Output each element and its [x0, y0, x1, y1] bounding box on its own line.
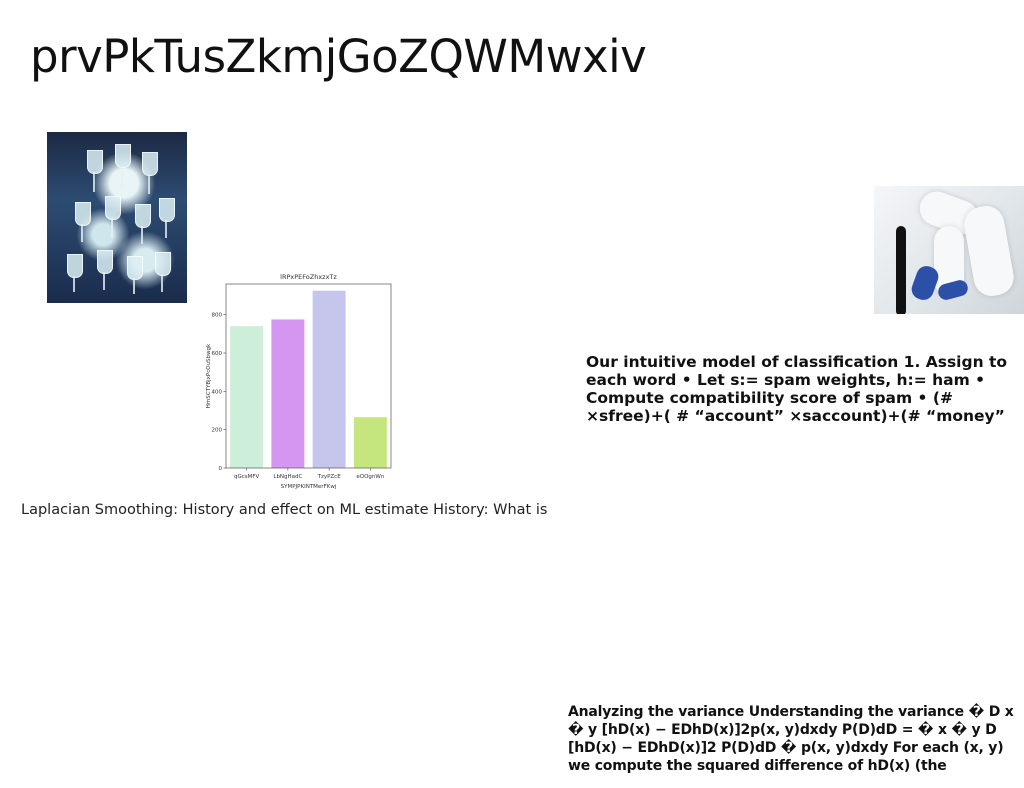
bar-qGcsMFV: [230, 326, 264, 468]
page-title: prvPkTusZkmjGoZQWMwxiv: [30, 30, 647, 83]
bar-chart: qGcsMFV LbNgHadC TzyPZcE eOOgnWn 0 200 400 600 8…: [198, 268, 398, 494]
y-tick-label: 200: [212, 428, 223, 434]
blue-socks-feet-photo: [874, 186, 1024, 314]
y-tick-label: 400: [212, 389, 223, 395]
plot-frame: [225, 283, 392, 469]
caption-laplacian-smoothing: Laplacian Smoothing: History and effect …: [21, 502, 548, 518]
bar-eOOgnWn: [353, 417, 387, 468]
x-tick-label: qGcsMFV: [234, 474, 260, 480]
x-tick-label: LbNgHadC: [273, 474, 302, 480]
bar-TzyPZcE: [312, 290, 346, 468]
bar-chart-svg: qGcsMFV LbNgHadC TzyPZcE eOOgnWn 0 200 400 600 8…: [206, 273, 392, 490]
chart-title: lRPxPEFoZhxzxTz: [280, 273, 337, 281]
paragraph-classification-model: Our intuitive model of classification 1.…: [586, 353, 1008, 425]
x-tick-label: TzyPZcE: [317, 474, 342, 480]
y-axis-label: HmSCTYBjxPcOuSbwgk: [206, 343, 212, 408]
bar-LbNgHadC: [271, 319, 305, 468]
x-axis-label: SYMPJPKINTMerFKwj: [281, 484, 337, 490]
paragraph-variance-analysis: Analyzing the variance Understanding the…: [568, 704, 1014, 774]
champagne-glasses-photo: [47, 132, 187, 303]
y-tick-label: 800: [212, 313, 223, 319]
y-tick-label: 600: [212, 351, 223, 357]
x-tick-label: eOOgnWn: [356, 474, 384, 480]
y-tick-label: 0: [219, 466, 223, 472]
